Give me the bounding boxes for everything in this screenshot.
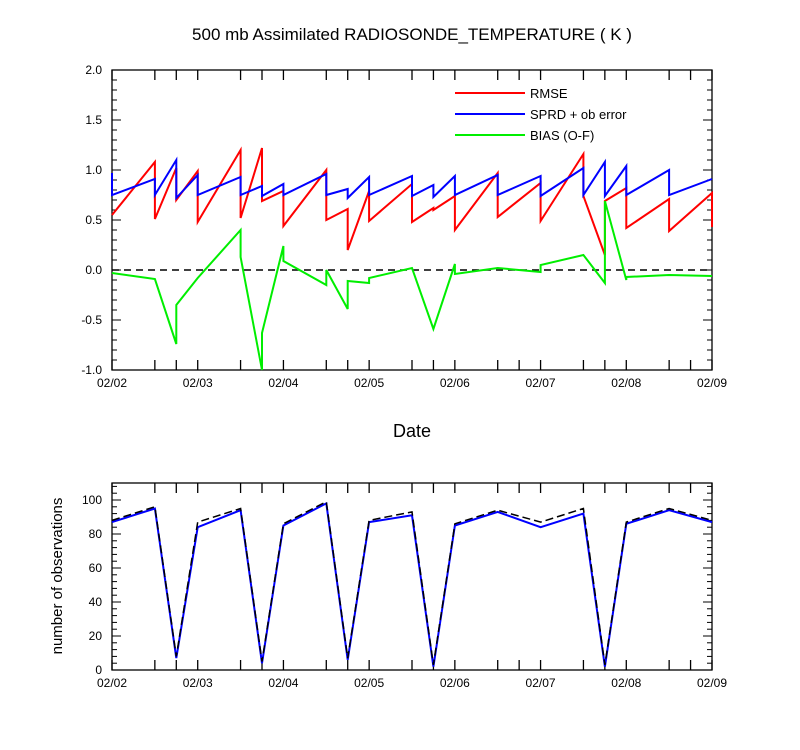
x-tick-label: 02/07 [526,376,556,390]
y-tick-label: 1.0 [85,163,102,177]
legend-label: BIAS (O-F) [530,128,594,143]
bottom-plot-frame [111,482,713,671]
x-tick-label: 02/08 [611,676,641,690]
y-tick-label: 100 [82,493,102,507]
x-tick-label: 02/03 [183,676,213,690]
x-axis-label: Date [393,421,431,441]
y-tick-label: 80 [89,527,103,541]
series-line-observations-assimilated [111,501,713,667]
x-tick-label: 02/02 [97,376,127,390]
bottom-axis-ticks: 02/02 02/03 02/04 02/05 02/06 02/07 02/08 02/09… [82,483,727,690]
x-tick-label: 02/05 [354,676,384,690]
x-tick-label: 02/06 [440,376,470,390]
y-tick-label: 60 [89,561,103,575]
legend-label: SPRD + ob error [530,107,627,122]
y-tick-label: 20 [89,629,103,643]
x-tick-label: 02/04 [268,676,298,690]
top-series-group [111,146,713,371]
top-plot: 02/02 02/03 02/04 02/05 02/06 02/07 02/08 02/09… [81,63,727,441]
y-tick-label: -0.5 [81,313,102,327]
x-tick-label: 02/08 [611,376,641,390]
y-tick-label: 2.0 [85,63,102,77]
x-tick-label: 02/03 [183,376,213,390]
top-axis-ticks: 02/02 02/03 02/04 02/05 02/06 02/07 02/08 02/09… [81,63,727,390]
bottom-series-group [111,500,713,667]
series-line-bias-o-f [111,200,713,371]
y-tick-label: 1.5 [85,113,102,127]
x-tick-label: 02/02 [97,676,127,690]
bottom-plot: 02/02 02/03 02/04 02/05 02/06 02/07 02/08 02/09… [49,482,727,690]
x-tick-label: 02/09 [697,376,727,390]
y-tick-label: 0.0 [85,263,102,277]
y-tick-label: 40 [89,595,103,609]
y-tick-label: -1.0 [81,363,102,377]
chart-title: 500 mb Assimilated RADIOSONDE_TEMPERATUR… [192,25,632,44]
legend: RMSE SPRD + ob error BIAS (O-F) [455,86,627,143]
y-tick-label: 0 [95,663,102,677]
series-line-sprd-ob-error [111,156,713,201]
legend-label: RMSE [530,86,568,101]
series-line-rmse [111,146,713,256]
x-tick-label: 02/04 [268,376,298,390]
x-tick-label: 02/06 [440,676,470,690]
x-tick-label: 02/07 [526,676,556,690]
series-line-observations-possible [111,500,713,666]
x-tick-label: 02/05 [354,376,384,390]
y-tick-label: 0.5 [85,213,102,227]
y-axis-label: number of observations [49,498,66,655]
x-tick-label: 02/09 [697,676,727,690]
